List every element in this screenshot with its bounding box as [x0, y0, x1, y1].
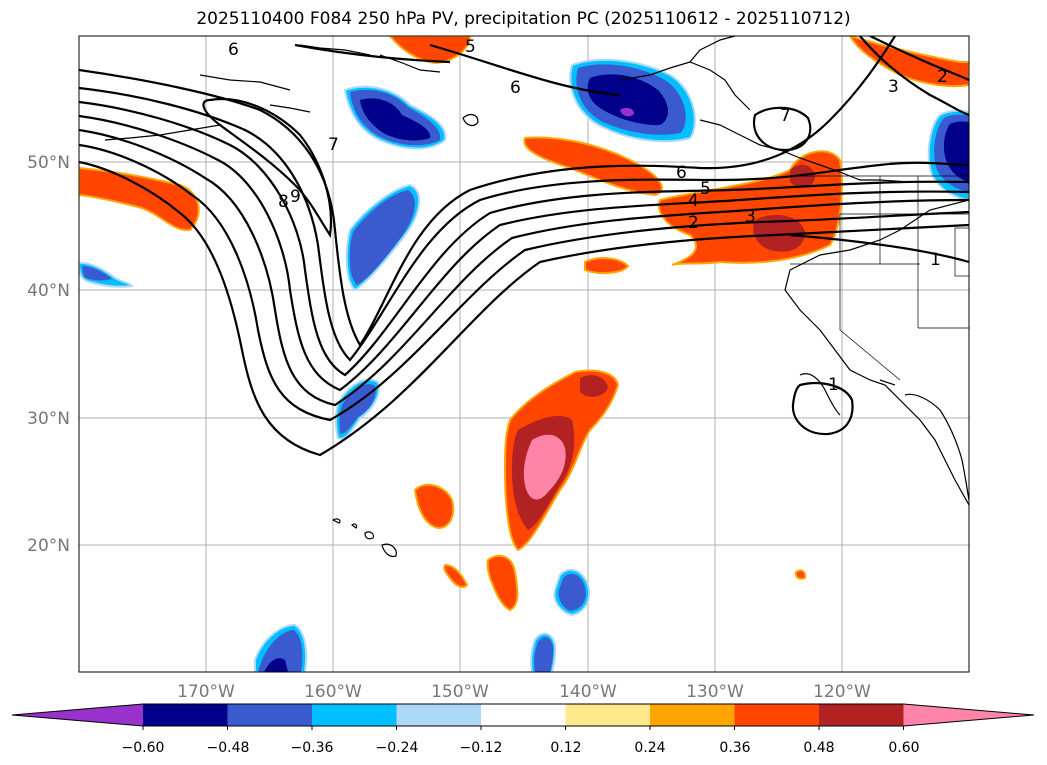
- contour-label: 5: [700, 179, 711, 199]
- lon-label-140w: 140°W: [559, 682, 617, 702]
- contour-label: 5: [465, 37, 476, 57]
- lat-label-20n: 20°N: [27, 536, 70, 556]
- colorbar-tick-labels: −0.60 −0.48 −0.36 −0.24 −0.12 0.12 0.24 …: [122, 740, 920, 756]
- colorbar-tick-label: 0.36: [719, 740, 750, 756]
- colorbar-segment: [396, 704, 482, 726]
- contour-label: 4: [688, 191, 699, 211]
- contour-label: 3: [745, 207, 756, 227]
- contour-label: 6: [228, 40, 239, 60]
- colorbar-tick-label: −0.60: [122, 740, 165, 756]
- colorbar-segment: [481, 704, 567, 726]
- map-background: [79, 36, 969, 672]
- contour-labels: 6 5 6 7 7 8 9 6 5 4 2 3 2 3 1 1: [228, 37, 948, 395]
- colorbar-tick-label: −0.24: [376, 740, 419, 756]
- contour-label: 2: [688, 213, 699, 233]
- colorbar-tick-label: 0.60: [888, 740, 919, 756]
- lat-label-40n: 40°N: [27, 281, 70, 301]
- contour-label: 2: [937, 67, 948, 87]
- lon-label-170w: 170°W: [177, 682, 235, 702]
- colorbar-segment: [734, 704, 820, 726]
- colorbar-extend-low: [12, 704, 143, 726]
- colorbar-segment: [819, 704, 905, 726]
- precip-negative-areas: [79, 58, 969, 672]
- coastlines: [104, 36, 969, 558]
- colorbar-segment: [143, 704, 229, 726]
- colorbar-tick-label: 0.12: [550, 740, 581, 756]
- contour-label: 1: [930, 250, 941, 270]
- colorbar-segment: [312, 704, 398, 726]
- colorbar-segment: [227, 704, 313, 726]
- colorbar-segment: [650, 704, 736, 726]
- latitude-labels: 50°N 40°N 30°N 20°N: [27, 153, 70, 556]
- contour-label: 3: [888, 77, 899, 97]
- lon-label-120w: 120°W: [813, 682, 871, 702]
- colorbar-segment: [565, 704, 651, 726]
- colorbar-tick-label: 0.48: [803, 740, 834, 756]
- lon-label-160w: 160°W: [304, 682, 362, 702]
- contour-label: 1: [828, 375, 839, 395]
- map-frame: [78, 35, 970, 673]
- lat-label-50n: 50°N: [27, 153, 70, 173]
- map-title: 2025110400 F084 250 hPa PV, precipitatio…: [196, 9, 851, 29]
- colorbar-tick-label: −0.12: [460, 740, 503, 756]
- contour-label: 7: [328, 135, 339, 155]
- contour-label: 9: [290, 187, 301, 207]
- lat-label-30n: 30°N: [27, 409, 70, 429]
- colorbar: [11, 703, 1035, 730]
- contour-label: 8: [278, 192, 289, 212]
- colorbar-tick-label: 0.24: [634, 740, 665, 756]
- colorbar-tick-label: −0.36: [291, 740, 334, 756]
- contour-label: 6: [676, 163, 687, 183]
- contour-label: 7: [780, 106, 791, 126]
- lon-label-150w: 150°W: [431, 682, 489, 702]
- colorbar-extend-high: [903, 704, 1034, 726]
- longitude-labels: 170°W 160°W 150°W 140°W 130°W 120°W: [177, 682, 871, 702]
- colorbar-tick-label: −0.48: [207, 740, 250, 756]
- lon-label-130w: 130°W: [686, 682, 744, 702]
- pv-contours: [79, 36, 969, 457]
- contour-label: 6: [510, 78, 521, 98]
